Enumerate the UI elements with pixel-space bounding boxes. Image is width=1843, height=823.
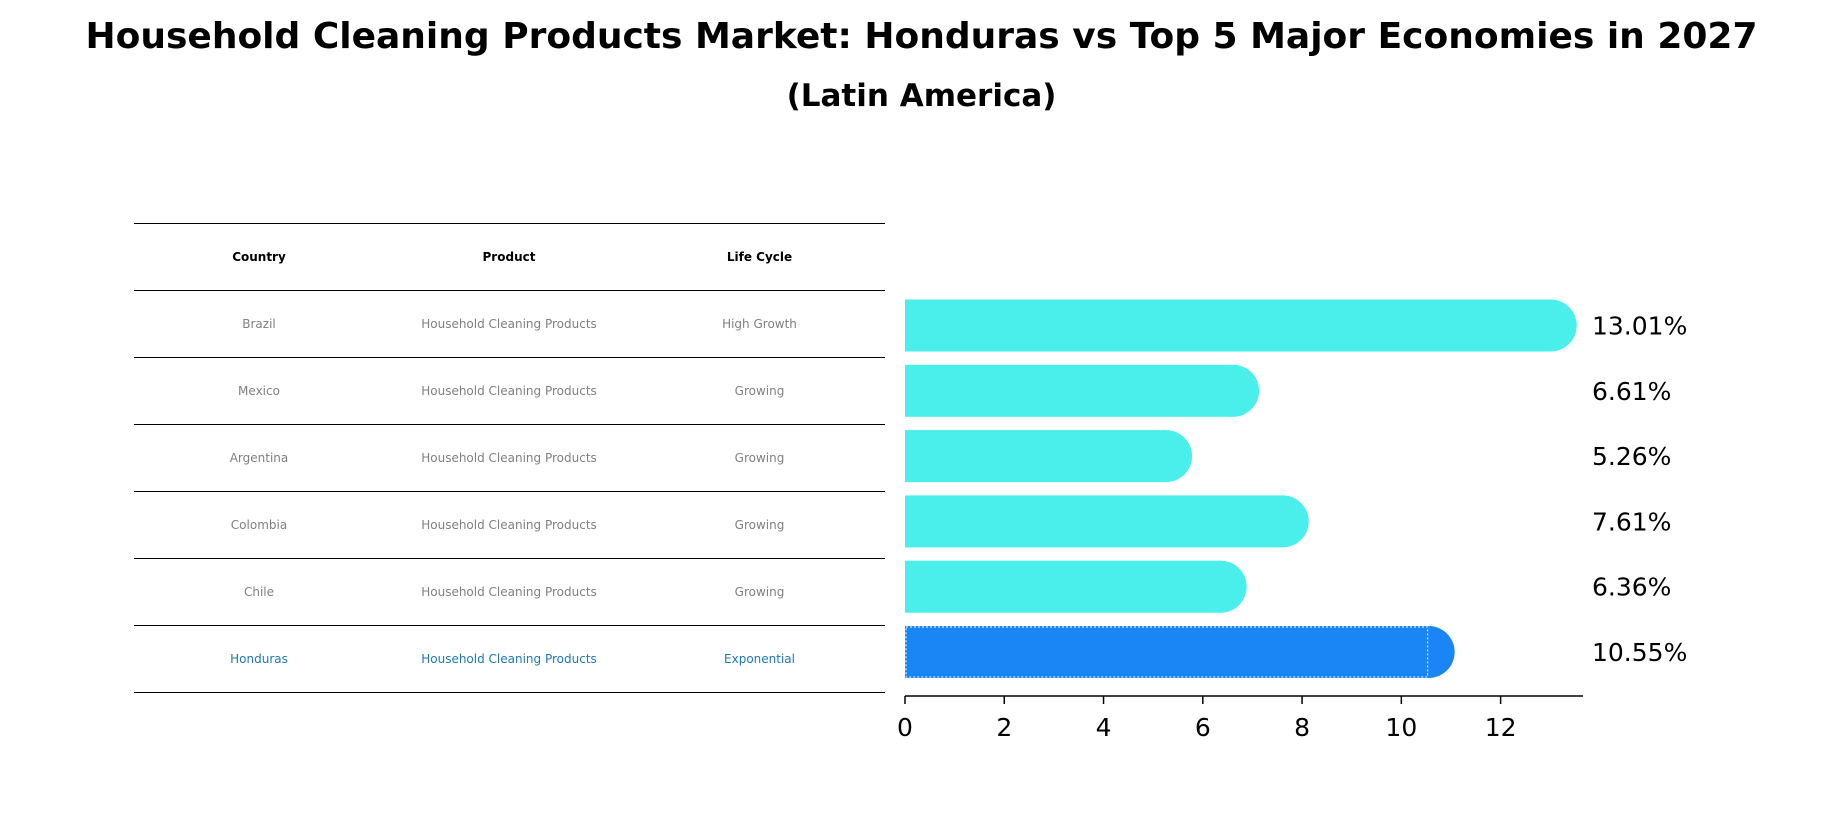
bar-cap: [1140, 430, 1193, 483]
chart-subtitle: (Latin America): [786, 78, 1057, 114]
x-tick-label: 2: [996, 713, 1012, 742]
table-row: Mexico Household Cleaning Products Growi…: [134, 358, 885, 425]
table-cell-product: Household Cleaning Products: [421, 652, 597, 666]
bar-cap: [1256, 495, 1309, 548]
table-cell-product: Household Cleaning Products: [421, 585, 597, 599]
table-header-country: Country: [232, 250, 286, 264]
data-label: 5.26%: [1592, 442, 1671, 471]
table-cell-country: Honduras: [230, 652, 288, 666]
table-cell-product: Household Cleaning Products: [421, 384, 597, 398]
x-tick-label: 8: [1294, 713, 1310, 742]
table-row: Chile Household Cleaning Products Growin…: [134, 559, 885, 626]
table-cell-product: Household Cleaning Products: [421, 518, 597, 532]
bar-body: [905, 299, 1551, 352]
data-label: 10.55%: [1592, 638, 1687, 667]
table-cell-life-cycle: Growing: [734, 451, 785, 465]
bar: [905, 299, 1577, 352]
chart-title: Household Cleaning Products Market: Hond…: [85, 16, 1758, 57]
table-cell-life-cycle: Exponential: [724, 652, 795, 666]
data-label: 7.61%: [1592, 507, 1671, 536]
table-cell-life-cycle: Growing: [734, 518, 785, 532]
bar: [905, 560, 1247, 613]
data-table: Country Product Life Cycle Brazil Househ…: [134, 223, 885, 693]
bar: [905, 495, 1309, 548]
bar-cap: [1207, 364, 1260, 417]
bar: [905, 430, 1193, 483]
bar: [905, 364, 1260, 417]
data-label: 13.01%: [1592, 312, 1687, 341]
table-header-life-cycle: Life Cycle: [726, 250, 793, 264]
bar-highlight: [905, 626, 1455, 678]
table-row: Argentina Household Cleaning Products Gr…: [134, 425, 885, 492]
table-cell-life-cycle: High Growth: [722, 317, 797, 331]
table-cell-country: Mexico: [238, 384, 280, 398]
table-header-product: Product: [482, 250, 536, 264]
bar-body: [905, 560, 1221, 613]
table-header-row: Country Product Life Cycle: [134, 223, 885, 291]
table-cell-product: Household Cleaning Products: [421, 317, 597, 331]
bar-highlight-outline: [905, 626, 1429, 678]
bar-cap: [1524, 299, 1577, 352]
bar-cap: [1402, 626, 1455, 678]
x-tick-label: 6: [1195, 713, 1211, 742]
table-cell-country: Chile: [243, 585, 275, 599]
bar-body: [905, 364, 1234, 417]
table-cell-life-cycle: Growing: [734, 585, 785, 599]
table-cell-country: Brazil: [242, 317, 276, 331]
x-tick-label: 0: [897, 713, 913, 742]
x-tick-label: 12: [1485, 713, 1517, 742]
table-row: Brazil Household Cleaning Products High …: [134, 291, 885, 358]
table-cell-life-cycle: Growing: [734, 384, 785, 398]
data-label: 6.36%: [1592, 573, 1671, 602]
data-label: 6.61%: [1592, 377, 1671, 406]
table-row: Colombia Household Cleaning Products Gro…: [134, 492, 885, 559]
x-tick-label: 4: [1096, 713, 1112, 742]
table-row-highlight: Honduras Household Cleaning Products Exp…: [134, 626, 885, 693]
table-cell-country: Argentina: [229, 451, 289, 465]
table-cell-product: Household Cleaning Products: [421, 451, 597, 465]
table-cell-country: Colombia: [230, 518, 288, 532]
bar-body: [905, 495, 1283, 548]
x-tick-label: 10: [1385, 713, 1417, 742]
bar-body: [905, 430, 1167, 483]
bar-body: [905, 626, 1429, 678]
bar-cap: [1194, 560, 1247, 613]
